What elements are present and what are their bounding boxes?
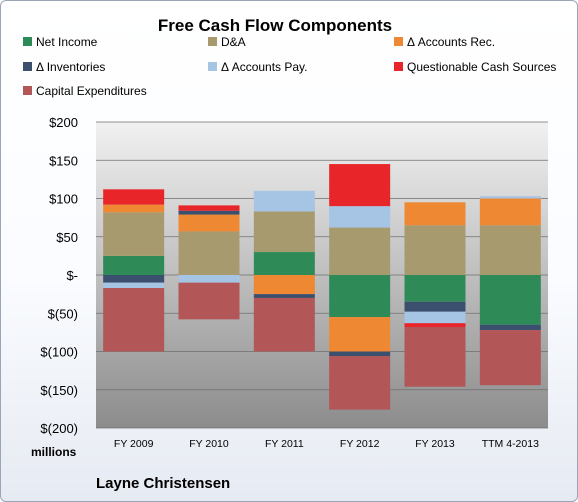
bar-segment-d-a — [479, 225, 541, 275]
bar-segment-capital-expenditures — [329, 356, 391, 410]
bar-segment-net-income — [329, 275, 391, 318]
legend-swatch — [23, 37, 32, 46]
x-tick-label: FY 2010 — [189, 438, 229, 450]
legend-swatch — [23, 86, 32, 95]
author-label: Layne Christensen — [96, 475, 230, 492]
bar-segment-d-a — [103, 212, 165, 256]
y-tick-label: $150 — [49, 153, 78, 168]
bar-segment-net-income — [479, 275, 541, 325]
bar-group-fy-2011 — [253, 190, 315, 352]
legend: Net Income D&A Δ Accounts Rec. Δ Inventorie… — [23, 35, 556, 98]
y-tick-label: $(100) — [40, 345, 78, 360]
legend-label: Questionable Cash Sources — [407, 60, 556, 74]
bar-segment-accounts-pay — [253, 190, 315, 212]
bar-segment-accounts-rec — [103, 204, 165, 213]
bar-segment-d-a — [329, 227, 391, 275]
bar-segment-accounts-rec — [479, 198, 541, 226]
legend-item-net-income: Net Income — [23, 35, 98, 49]
bar-segment-capital-expenditures — [404, 327, 466, 387]
legend-swatch — [208, 62, 217, 71]
bar-segment-d-a — [404, 225, 466, 275]
bar-segment-accounts-rec — [404, 202, 466, 226]
y-tick-label: $(150) — [40, 383, 78, 398]
bar-segment-questionable-cash-sources — [404, 323, 466, 328]
legend-swatch — [23, 62, 32, 71]
bar-segment-net-income — [253, 252, 315, 275]
bar-segment-accounts-pay — [329, 206, 391, 228]
x-tick-label: FY 2011 — [265, 438, 304, 450]
bar-segment-accounts-pay — [178, 275, 240, 283]
legend-swatch — [394, 37, 403, 46]
bar-group-fy-2012 — [329, 164, 391, 410]
legend-item-accounts-pay: Δ Accounts Pay. — [208, 60, 308, 74]
bar-segment-inventories — [404, 301, 466, 312]
legend-item-accounts-rec: Δ Accounts Rec. — [394, 35, 495, 49]
y-axis-ticks: $200 $150 $100 $50 $- $(50) $(100) $(150) $(200) — [40, 115, 78, 436]
bar-segment-questionable-cash-sources — [178, 205, 240, 211]
legend-label: Δ Inventories — [36, 60, 105, 74]
bar-group-fy-2013 — [404, 202, 466, 387]
legend-label: D&A — [221, 35, 246, 49]
y-tick-label: $100 — [49, 192, 78, 207]
y-tick-label: $200 — [49, 115, 78, 130]
bar-segment-questionable-cash-sources — [103, 189, 165, 205]
legend-label: Δ Accounts Pay. — [221, 60, 308, 74]
bar-segment-net-income — [103, 255, 165, 275]
bars — [103, 164, 541, 410]
bar-segment-inventories — [479, 324, 541, 331]
bar-segment-accounts-pay — [479, 196, 541, 199]
bar-segment-inventories — [103, 275, 165, 283]
x-tick-label: FY 2012 — [340, 438, 380, 450]
bar-segment-questionable-cash-sources — [329, 164, 391, 207]
bar-group-fy-2010 — [178, 205, 240, 320]
bar-segment-inventories — [329, 351, 391, 357]
bar-segment-accounts-pay — [103, 282, 165, 289]
legend-swatch — [208, 37, 217, 46]
chart-title: Free Cash Flow Components — [158, 16, 392, 35]
x-axis-ticks: FY 2009 FY 2010 FY 2011 FY 2012 FY 2013 TTM 4… — [114, 438, 539, 450]
bar-segment-inventories — [253, 294, 315, 298]
legend-item-capital-expenditures: Capital Expenditures — [23, 84, 147, 98]
legend-item-inventories: Δ Inventories — [23, 60, 105, 74]
y-tick-label: $(200) — [40, 421, 78, 436]
gridlines — [96, 121, 548, 429]
bar-segment-d-a — [178, 231, 240, 275]
bar-segment-accounts-rec — [178, 214, 240, 232]
x-tick-label: FY 2013 — [415, 438, 455, 450]
bar-segment-inventories — [178, 210, 240, 215]
bar-segment-accounts-pay — [404, 311, 466, 324]
units-label: millions — [31, 445, 77, 459]
y-tick-label: $50 — [56, 230, 78, 245]
bar-segment-net-income — [404, 275, 466, 302]
legend-label: Δ Accounts Rec. — [407, 35, 495, 49]
y-tick-label: $(50) — [48, 306, 78, 321]
bar-segment-d-a — [253, 211, 315, 253]
legend-label: Capital Expenditures — [36, 84, 147, 98]
bar-group-ttm-4-2013 — [479, 196, 541, 386]
y-tick-label: $- — [66, 268, 78, 283]
bar-segment-accounts-rec — [253, 275, 315, 295]
bar-group-fy-2009 — [103, 189, 165, 352]
legend-item-d-a: D&A — [208, 35, 246, 49]
bar-segment-capital-expenditures — [178, 282, 240, 320]
legend-item-questionable-cash-sources: Questionable Cash Sources — [394, 60, 556, 74]
legend-label: Net Income — [36, 35, 98, 49]
x-tick-label: FY 2009 — [114, 438, 154, 450]
x-tick-label: TTM 4-2013 — [482, 438, 539, 450]
bar-segment-capital-expenditures — [479, 330, 541, 386]
bar-segment-capital-expenditures — [103, 288, 165, 352]
bar-segment-accounts-rec — [329, 317, 391, 352]
bar-segment-capital-expenditures — [253, 297, 315, 352]
legend-swatch — [394, 62, 403, 71]
